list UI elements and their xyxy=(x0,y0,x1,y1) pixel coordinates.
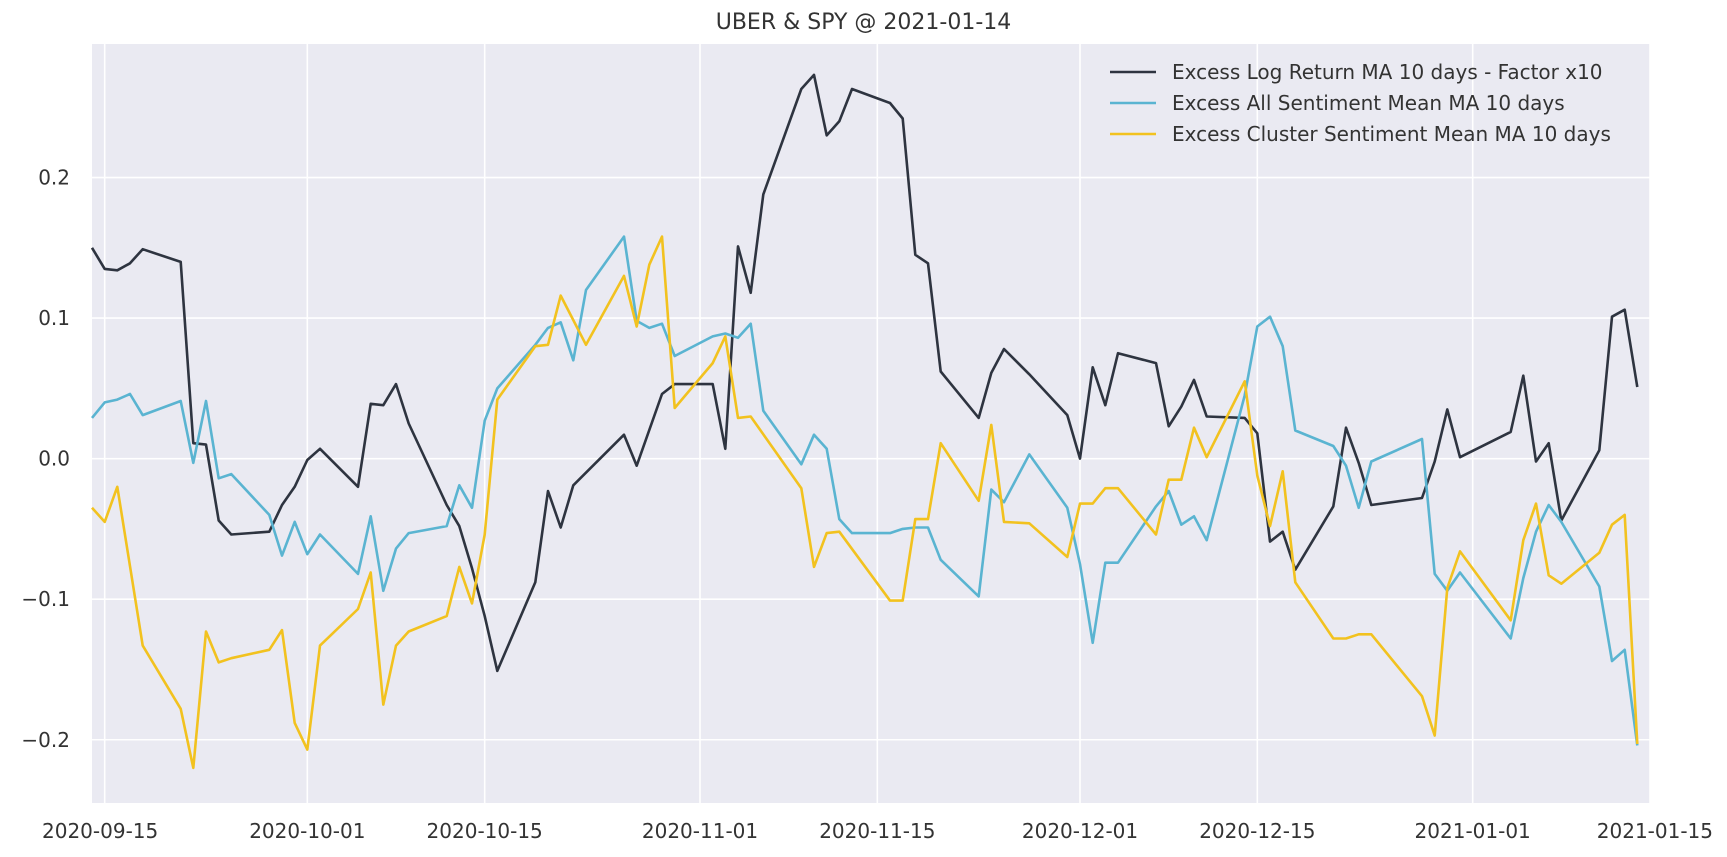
x-tick-label: 2020-12-15 xyxy=(1199,819,1315,843)
x-tick-label: 2020-09-15 xyxy=(42,819,158,843)
y-tick-label: −0.1 xyxy=(21,587,70,611)
y-tick-label: −0.2 xyxy=(21,728,70,752)
legend-item-3[interactable]: Excess Cluster Sentiment Mean MA 10 days xyxy=(1110,122,1611,146)
legend-label: Excess Cluster Sentiment Mean MA 10 days xyxy=(1172,122,1611,146)
series-lines xyxy=(90,73,1639,770)
x-tick-label: 2021-01-15 xyxy=(1597,819,1713,843)
y-tick-label: 0.1 xyxy=(38,306,70,330)
legend-label: Excess Log Return MA 10 days - Factor x1… xyxy=(1172,60,1603,84)
legend[interactable]: Excess Log Return MA 10 days - Factor x1… xyxy=(1110,60,1611,146)
series-line-1 xyxy=(90,73,1639,673)
y-tick-label: 0.2 xyxy=(38,166,70,190)
series-line-2 xyxy=(90,235,1639,746)
chart-title: UBER & SPY @ 2021-01-14 xyxy=(716,10,1012,35)
x-tick-label: 2020-11-01 xyxy=(642,819,758,843)
gridlines xyxy=(92,44,1651,803)
series-line-3 xyxy=(91,235,1639,770)
y-tick-label: 0.0 xyxy=(38,447,70,471)
x-tick-label: 2020-10-15 xyxy=(427,819,543,843)
x-tick-label: 2020-10-01 xyxy=(249,819,365,843)
plot-area xyxy=(92,44,1650,803)
x-tick-label: 2021-01-01 xyxy=(1415,819,1531,843)
legend-item-2[interactable]: Excess All Sentiment Mean MA 10 days xyxy=(1110,91,1565,115)
y-axis: −0.2 −0.1 0.0 0.1 0.2 xyxy=(21,166,70,752)
x-tick-label: 2020-11-15 xyxy=(819,819,935,843)
x-tick-label: 2020-12-01 xyxy=(1022,819,1138,843)
legend-label: Excess All Sentiment Mean MA 10 days xyxy=(1172,91,1565,115)
legend-item-1[interactable]: Excess Log Return MA 10 days - Factor x1… xyxy=(1110,60,1603,84)
x-axis: 2020-09-15 2020-10-01 2020-10-15 2020-11-01… xyxy=(42,819,1713,843)
